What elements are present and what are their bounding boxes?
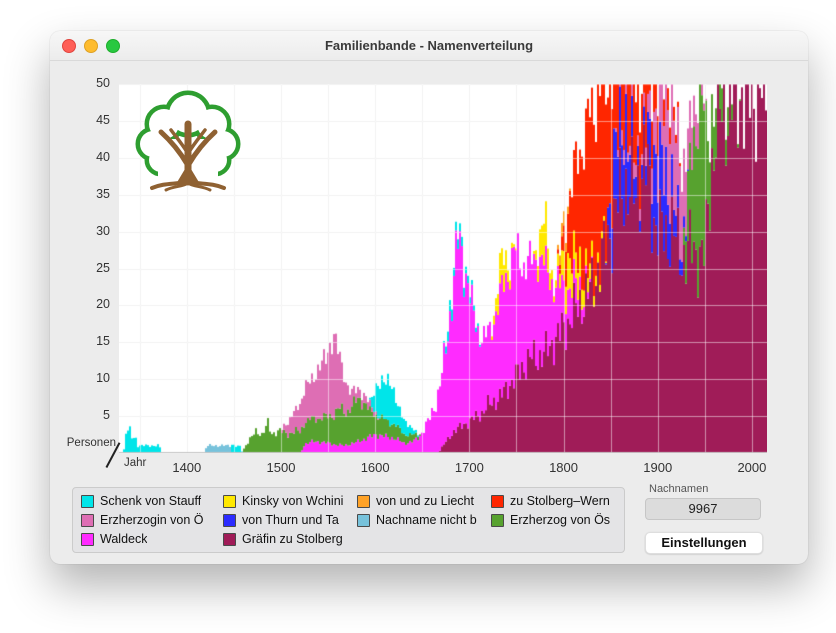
x-tick-label: 1600: [360, 460, 390, 475]
y-axis-title: Personen: [66, 437, 116, 449]
legend-spacer: [357, 530, 491, 549]
legend-swatch: [223, 513, 236, 527]
legend-item: Waldeck: [81, 530, 223, 549]
surnames-count-label: Nachnamen: [649, 483, 709, 495]
legend-label: Waldeck: [100, 532, 148, 546]
legend-label: zu Stolberg–Wern: [510, 494, 610, 508]
legend-swatch: [223, 494, 236, 508]
legend-swatch: [491, 513, 504, 527]
legend-item: Nachname nicht b: [357, 511, 491, 530]
legend-swatch: [81, 513, 94, 527]
legend-label: Gräfin zu Stolberg: [242, 532, 343, 546]
legend-item: zu Stolberg–Wern: [491, 492, 626, 511]
y-tick-label: 30: [96, 223, 110, 238]
legend-item: Kinsky von Wchini: [223, 492, 357, 511]
legend-swatch: [357, 513, 370, 527]
app-window: Familienbande - Namenverteilung 5 10 15 20 2…: [50, 31, 808, 564]
side-panel: Nachnamen 9967 Einstellungen: [645, 483, 765, 554]
legend-swatch: [357, 494, 370, 508]
legend-item: Gräfin zu Stolberg: [223, 530, 357, 549]
legend-item: von und zu Liecht: [357, 492, 491, 511]
legend-label: Kinsky von Wchini: [242, 494, 344, 508]
x-axis-title: Jahr: [124, 457, 147, 469]
settings-button[interactable]: Einstellungen: [645, 532, 763, 554]
legend-swatch: [81, 532, 94, 546]
y-tick-label: 20: [96, 297, 110, 312]
y-tick-label: 25: [96, 260, 110, 275]
y-tick-label: 15: [96, 334, 110, 349]
x-tick-label: 1500: [266, 460, 296, 475]
legend: Schenk von Stauff Erzherzogin von Ö Wald…: [72, 487, 625, 553]
legend-label: von und zu Liecht: [376, 494, 474, 508]
window-title: Familienbande - Namenverteilung: [324, 38, 534, 53]
y-tick-label: 40: [96, 149, 110, 164]
legend-label: Erzherzog von Ös: [510, 513, 611, 527]
legend-item: Erzherzogin von Ö: [81, 511, 223, 530]
title-bar[interactable]: Familienbande - Namenverteilung: [50, 31, 808, 61]
legend-label: Nachname nicht b: [376, 513, 477, 527]
family-tree-logo-icon: [135, 90, 241, 192]
x-tick-label: 1700: [454, 460, 484, 475]
y-tick-label: 5: [103, 408, 110, 423]
x-tick-label: 1800: [549, 460, 578, 475]
legend-swatch: [81, 494, 94, 508]
y-tick-label: 35: [96, 186, 110, 201]
legend-label: Schenk von Stauff: [100, 494, 202, 508]
legend-swatch: [491, 494, 504, 508]
close-button[interactable]: [62, 39, 76, 53]
legend-swatch: [223, 532, 236, 546]
surnames-count-field[interactable]: 9967: [645, 498, 761, 520]
zoom-button[interactable]: [106, 39, 120, 53]
y-tick-label: 45: [96, 112, 110, 127]
x-tick-label: 2000: [737, 460, 767, 475]
x-tick-label: 1900: [643, 460, 673, 475]
legend-item: Erzherzog von Ös: [491, 511, 626, 530]
legend-label: Erzherzogin von Ö: [100, 513, 204, 527]
y-tick-label: 10: [96, 371, 110, 386]
legend-item: Schenk von Stauff: [81, 492, 223, 511]
y-tick-label: 50: [96, 76, 110, 90]
x-tick-label: 1400: [172, 460, 202, 475]
legend-label: von Thurn und Ta: [242, 513, 339, 527]
legend-item: von Thurn und Ta: [223, 511, 357, 530]
minimize-button[interactable]: [84, 39, 98, 53]
name-distribution-chart: [119, 84, 767, 453]
